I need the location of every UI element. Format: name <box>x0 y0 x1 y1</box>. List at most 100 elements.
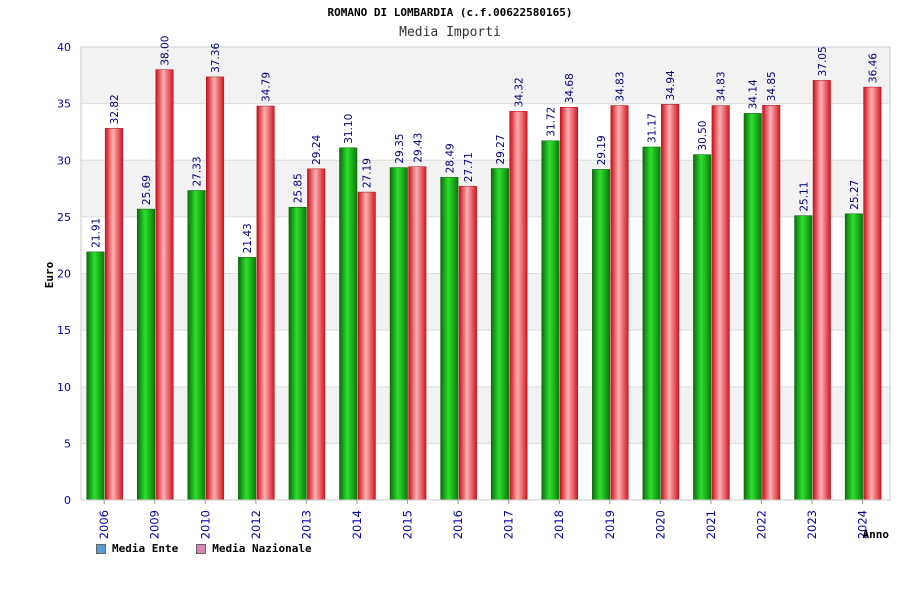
bar-media-ente <box>86 251 105 501</box>
y-tick-label: 0 <box>64 494 71 507</box>
bar-media-ente <box>187 190 206 501</box>
data-label-media-nazionale: 34.83 <box>716 71 728 101</box>
bar-media-ente <box>238 257 257 501</box>
bar-media-nazionale <box>408 166 427 501</box>
bar-media-nazionale <box>458 185 477 501</box>
bar-media-ente <box>693 154 712 501</box>
x-tick-label: 2016 <box>451 510 465 539</box>
bar-media-ente <box>440 177 459 501</box>
data-label-media-nazionale: 36.46 <box>867 53 879 83</box>
data-label-media-nazionale: 27.19 <box>362 158 374 188</box>
bar-media-ente <box>389 167 408 501</box>
bar-media-ente <box>339 147 358 501</box>
data-label-media-nazionale: 32.82 <box>109 94 121 124</box>
data-label-media-ente: 25.85 <box>293 173 305 203</box>
data-label-media-nazionale: 34.83 <box>615 71 627 101</box>
bar-media-ente <box>136 208 155 501</box>
x-axis-title: Anno <box>863 528 890 541</box>
legend: Media Ente Media Nazionale <box>96 542 312 555</box>
legend-label-media-nazionale: Media Nazionale <box>212 542 312 555</box>
data-label-media-nazionale: 34.94 <box>665 70 677 100</box>
bar-media-ente <box>490 168 509 501</box>
y-tick-label: 10 <box>57 381 71 394</box>
data-label-media-ente: 29.27 <box>495 134 507 164</box>
legend-item-media-ente: Media Ente <box>96 542 178 555</box>
data-label-media-nazionale: 34.32 <box>513 77 525 107</box>
x-tick-label: 2006 <box>97 510 111 539</box>
x-tick-label: 2015 <box>401 510 415 539</box>
bar-media-nazionale <box>610 105 629 501</box>
bar-media-nazionale <box>762 105 781 501</box>
y-tick-label: 15 <box>57 324 71 337</box>
x-tick-label: 2018 <box>552 510 566 539</box>
x-tick-label: 2009 <box>148 510 162 539</box>
bar-media-nazionale <box>256 105 275 501</box>
data-label-media-ente: 29.35 <box>394 134 406 164</box>
x-tick-label: 2019 <box>603 510 617 539</box>
bar-media-nazionale <box>155 69 174 501</box>
data-label-media-nazionale: 34.68 <box>564 73 576 103</box>
data-label-media-ente: 28.49 <box>444 143 456 173</box>
data-label-media-nazionale: 37.05 <box>817 46 829 76</box>
data-label-media-nazionale: 27.71 <box>463 152 475 182</box>
data-label-media-nazionale: 34.85 <box>766 71 778 101</box>
bar-media-nazionale <box>307 168 326 501</box>
bar-media-ente <box>794 215 813 501</box>
legend-label-media-ente: Media Ente <box>112 542 179 555</box>
data-label-media-ente: 25.11 <box>798 182 810 212</box>
chart-title: ROMANO DI LOMBARDIA (c.f.00622580165) <box>327 6 573 19</box>
legend-swatch-media-nazionale <box>196 543 207 554</box>
bar-media-ente <box>844 213 863 501</box>
bar-media-nazionale <box>357 191 376 501</box>
bar-media-nazionale <box>206 76 225 501</box>
y-tick-label: 25 <box>57 211 71 224</box>
legend-item-media-nazionale: Media Nazionale <box>196 542 312 555</box>
y-axis-title: Euro <box>43 261 56 288</box>
data-label-media-nazionale: 29.43 <box>412 133 424 163</box>
y-tick-label: 35 <box>57 98 71 111</box>
bar-media-nazionale <box>812 80 831 501</box>
data-label-media-ente: 30.50 <box>697 121 709 151</box>
x-tick-label: 2023 <box>805 510 819 539</box>
data-label-media-ente: 21.43 <box>242 223 254 253</box>
x-tick-label: 2022 <box>754 510 768 539</box>
data-label-media-ente: 31.10 <box>343 114 355 144</box>
x-tick-label: 2020 <box>653 510 667 539</box>
data-label-media-nazionale: 37.36 <box>210 43 222 73</box>
y-tick-label: 30 <box>57 154 71 167</box>
data-label-media-nazionale: 29.24 <box>311 134 323 164</box>
y-tick-label: 40 <box>57 41 71 54</box>
x-tick-label: 2014 <box>350 510 364 539</box>
bar-media-nazionale <box>661 104 680 501</box>
bar-media-ente <box>541 140 560 501</box>
bar-media-nazionale <box>104 128 123 501</box>
bar-media-ente <box>743 113 762 501</box>
data-label-media-ente: 21.91 <box>90 218 102 248</box>
x-tick-label: 2012 <box>249 510 263 539</box>
bar-media-nazionale <box>509 111 528 501</box>
y-tick-label: 5 <box>64 437 71 450</box>
data-label-media-ente: 25.27 <box>849 180 861 210</box>
data-label-media-ente: 27.33 <box>192 156 204 186</box>
bar-media-ente <box>288 206 307 501</box>
x-tick-label: 2013 <box>299 510 313 539</box>
data-label-media-nazionale: 34.79 <box>261 72 273 102</box>
x-tick-label: 2021 <box>704 510 718 539</box>
data-label-media-ente: 25.69 <box>141 175 153 205</box>
data-label-media-ente: 31.17 <box>647 113 659 143</box>
data-label-media-ente: 29.19 <box>596 135 608 165</box>
data-label-media-nazionale: 38.00 <box>159 36 171 66</box>
data-label-media-ente: 31.72 <box>545 107 557 137</box>
y-tick-label: 20 <box>57 268 71 281</box>
bar-media-nazionale <box>559 106 578 501</box>
data-label-media-ente: 34.14 <box>748 79 760 109</box>
bar-media-nazionale <box>711 105 730 501</box>
bar-media-ente <box>642 146 661 501</box>
plot-border <box>80 46 891 501</box>
x-tick-label: 2024 <box>856 510 870 539</box>
bar-media-ente <box>592 169 611 501</box>
chart-subtitle: Media Importi <box>399 25 501 40</box>
x-tick-label: 2010 <box>198 510 212 539</box>
bar-media-nazionale <box>863 86 882 501</box>
